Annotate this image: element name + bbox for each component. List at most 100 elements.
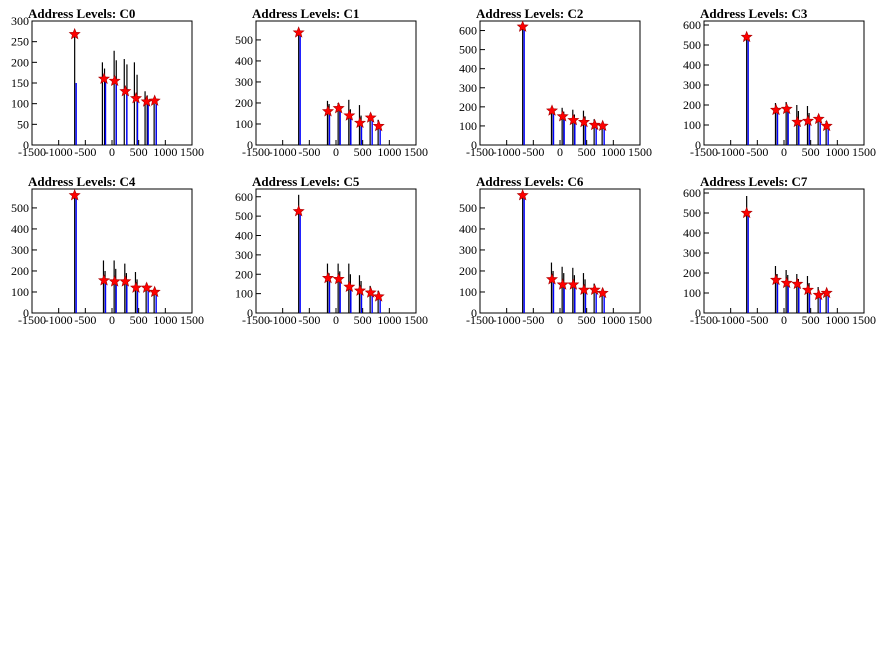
peak-marker — [321, 271, 335, 284]
y-tick-label: 100 — [11, 97, 29, 111]
peak-marker — [812, 112, 825, 125]
chart-title: Address Levels: C5 — [252, 174, 360, 189]
y-tick-label: 400 — [235, 54, 253, 68]
x-tick-label: 0 — [781, 145, 787, 159]
x-tick-label: 500 — [802, 313, 820, 327]
y-tick-label: 500 — [683, 38, 701, 52]
peak-marker — [577, 283, 591, 295]
y-tick-label: 600 — [235, 190, 253, 204]
x-tick-label: -1500 — [18, 313, 46, 327]
y-tick-label: 300 — [683, 78, 701, 92]
peak-marker — [740, 206, 753, 219]
x-tick-label: 1000 — [153, 313, 177, 327]
peak-marker — [148, 94, 161, 106]
peak-marker — [588, 118, 601, 131]
y-tick-label: 400 — [683, 226, 701, 240]
x-tick-label: -1500 — [466, 145, 494, 159]
y-tick-label: 50 — [17, 117, 29, 131]
x-tick-label: -1000 — [717, 145, 745, 159]
plot-frame — [255, 20, 417, 146]
peak-marker — [577, 115, 591, 128]
chart-title: Address Levels: C3 — [700, 6, 808, 21]
y-tick-label: 0 — [23, 306, 29, 320]
peak-marker — [791, 115, 804, 128]
x-tick-label: 1500 — [628, 313, 652, 327]
y-tick-label: 100 — [683, 118, 701, 132]
y-tick-label: 200 — [235, 96, 253, 110]
y-tick-label: 100 — [11, 285, 29, 299]
y-tick-label: 0 — [247, 306, 253, 320]
x-tick-label: 1500 — [852, 313, 876, 327]
x-tick-label: -500 — [746, 313, 768, 327]
x-tick-label: -1000 — [717, 313, 745, 327]
peak-marker — [148, 285, 161, 298]
y-tick-label: 500 — [459, 43, 477, 57]
plot-frame — [255, 188, 417, 314]
x-tick-label: -1000 — [45, 313, 73, 327]
plot-frame — [31, 188, 193, 314]
y-tick-label: 300 — [11, 14, 29, 28]
x-tick-label: -1500 — [18, 145, 46, 159]
x-tick-label: 0 — [109, 145, 115, 159]
y-tick-label: 300 — [11, 243, 29, 257]
y-tick-label: 100 — [235, 287, 253, 301]
x-tick-label: -1500 — [690, 313, 718, 327]
x-tick-label: 500 — [354, 313, 372, 327]
x-tick-label: 1500 — [404, 313, 428, 327]
peak-marker — [588, 283, 601, 295]
y-tick-label: 300 — [459, 243, 477, 257]
x-tick-label: -500 — [298, 313, 320, 327]
peak-marker — [353, 116, 367, 129]
y-tick-label: 0 — [247, 138, 253, 152]
y-tick-label: 0 — [471, 306, 477, 320]
peak-marker — [769, 273, 783, 286]
y-tick-label: 500 — [683, 206, 701, 220]
x-tick-label: 500 — [130, 313, 148, 327]
peak-marker — [769, 103, 783, 116]
x-tick-label: 1000 — [377, 145, 401, 159]
peak-marker — [516, 20, 529, 32]
peak-marker — [364, 286, 377, 298]
peak-marker — [119, 275, 132, 287]
y-tick-label: 400 — [11, 222, 29, 236]
y-tick-label: 200 — [11, 55, 29, 69]
peak-marker — [372, 290, 385, 302]
x-tick-label: -1500 — [466, 313, 494, 327]
peak-marker — [812, 288, 825, 301]
y-tick-label: 100 — [459, 119, 477, 133]
y-tick-label: 100 — [235, 117, 253, 131]
y-tick-label: 100 — [683, 286, 701, 300]
x-tick-label: -500 — [522, 313, 544, 327]
x-tick-label: -1500 — [690, 145, 718, 159]
peak-marker — [820, 119, 833, 132]
chart-panel-2: Address Levels: C2 0 100 200 300 400 500 600 -15… — [459, 6, 652, 159]
y-tick-label: 0 — [695, 138, 701, 152]
x-tick-label: 500 — [130, 145, 148, 159]
peak-marker — [343, 280, 356, 292]
x-tick-label: 500 — [354, 145, 372, 159]
chart-title: Address Levels: C7 — [700, 174, 808, 189]
chart-title: Address Levels: C2 — [476, 6, 583, 21]
chart-title: Address Levels: C1 — [252, 6, 359, 21]
peak-marker — [292, 204, 305, 217]
peak-marker — [119, 84, 132, 97]
x-tick-label: 0 — [109, 313, 115, 327]
x-tick-label: -500 — [522, 145, 544, 159]
peak-marker — [596, 119, 609, 132]
peak-marker — [332, 101, 345, 114]
chart-panel-7: Address Levels: C7 0 100 200 300 400 500 600 -15… — [683, 174, 876, 327]
peak-marker — [108, 74, 121, 87]
x-tick-label: 1500 — [404, 145, 428, 159]
peak-marker — [129, 91, 143, 104]
peak-marker — [68, 27, 81, 40]
y-tick-label: 300 — [683, 246, 701, 260]
peak-marker — [321, 105, 335, 117]
y-tick-label: 200 — [683, 266, 701, 280]
x-tick-label: 1000 — [825, 313, 849, 327]
chart-panel-6: Address Levels: C60100200300400500-1500-… — [459, 174, 652, 327]
y-tick-label: 400 — [683, 58, 701, 72]
peak-marker — [567, 113, 580, 126]
y-tick-label: 200 — [683, 98, 701, 112]
x-tick-label: 1000 — [153, 145, 177, 159]
y-tick-label: 200 — [459, 100, 477, 114]
